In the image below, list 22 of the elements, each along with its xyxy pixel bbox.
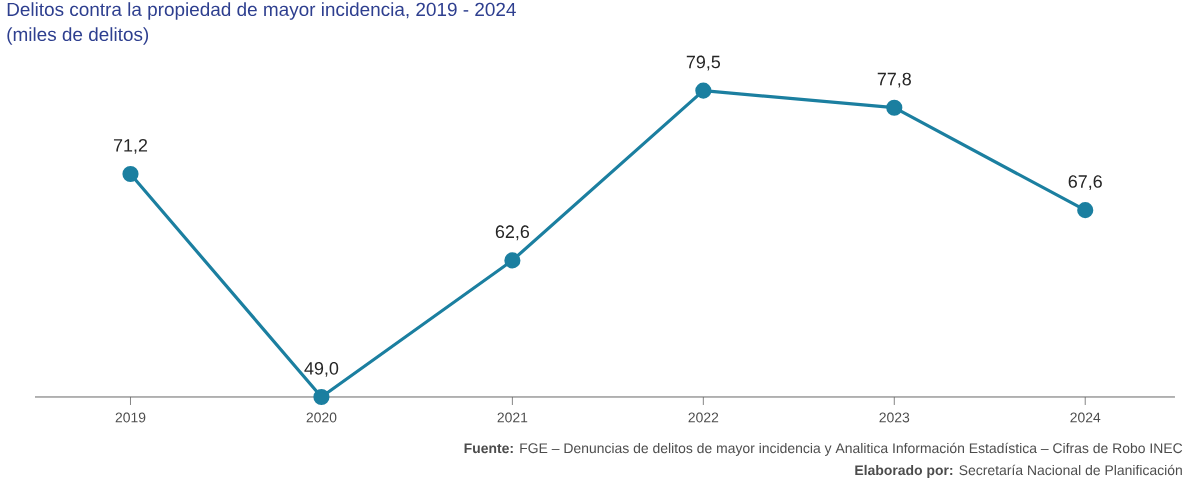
- text: Elaborado por: Secretaría Nacional de Planificación: [855, 464, 1182, 478]
- point: [504, 252, 521, 269]
- point: [122, 165, 139, 183]
- x-tick-label: 2020: [306, 412, 337, 423]
- chart-subtitle: (miles de delitos): [7, 27, 149, 45]
- text: Fuente: FGE – Denuncias de delitos de mayor incidencia y Analitica Información Estadística – Cifras de Robo INEC: [464, 442, 1183, 456]
- point: [695, 82, 712, 99]
- chart-title: Delitos contra la propiedad de mayor incidencia, 2019 - 2024: [7, 2, 516, 20]
- data-label: 79,5: [686, 55, 721, 71]
- data-label: 71,2: [113, 138, 148, 154]
- data-label: 67,6: [1068, 175, 1102, 190]
- x-tick-label: 2021: [497, 412, 528, 423]
- data-label: 49,0: [304, 361, 339, 377]
- point: [313, 388, 330, 406]
- x-tick-label: 2022: [688, 412, 719, 423]
- x-tick-label: 2024: [1070, 412, 1101, 423]
- data-label: 62,6: [495, 225, 530, 241]
- point: [1077, 202, 1094, 219]
- data-label: 77,8: [877, 72, 911, 88]
- x-tick-label: 2019: [115, 412, 146, 423]
- point: [886, 99, 903, 116]
- x-tick-label: 2023: [879, 412, 910, 423]
